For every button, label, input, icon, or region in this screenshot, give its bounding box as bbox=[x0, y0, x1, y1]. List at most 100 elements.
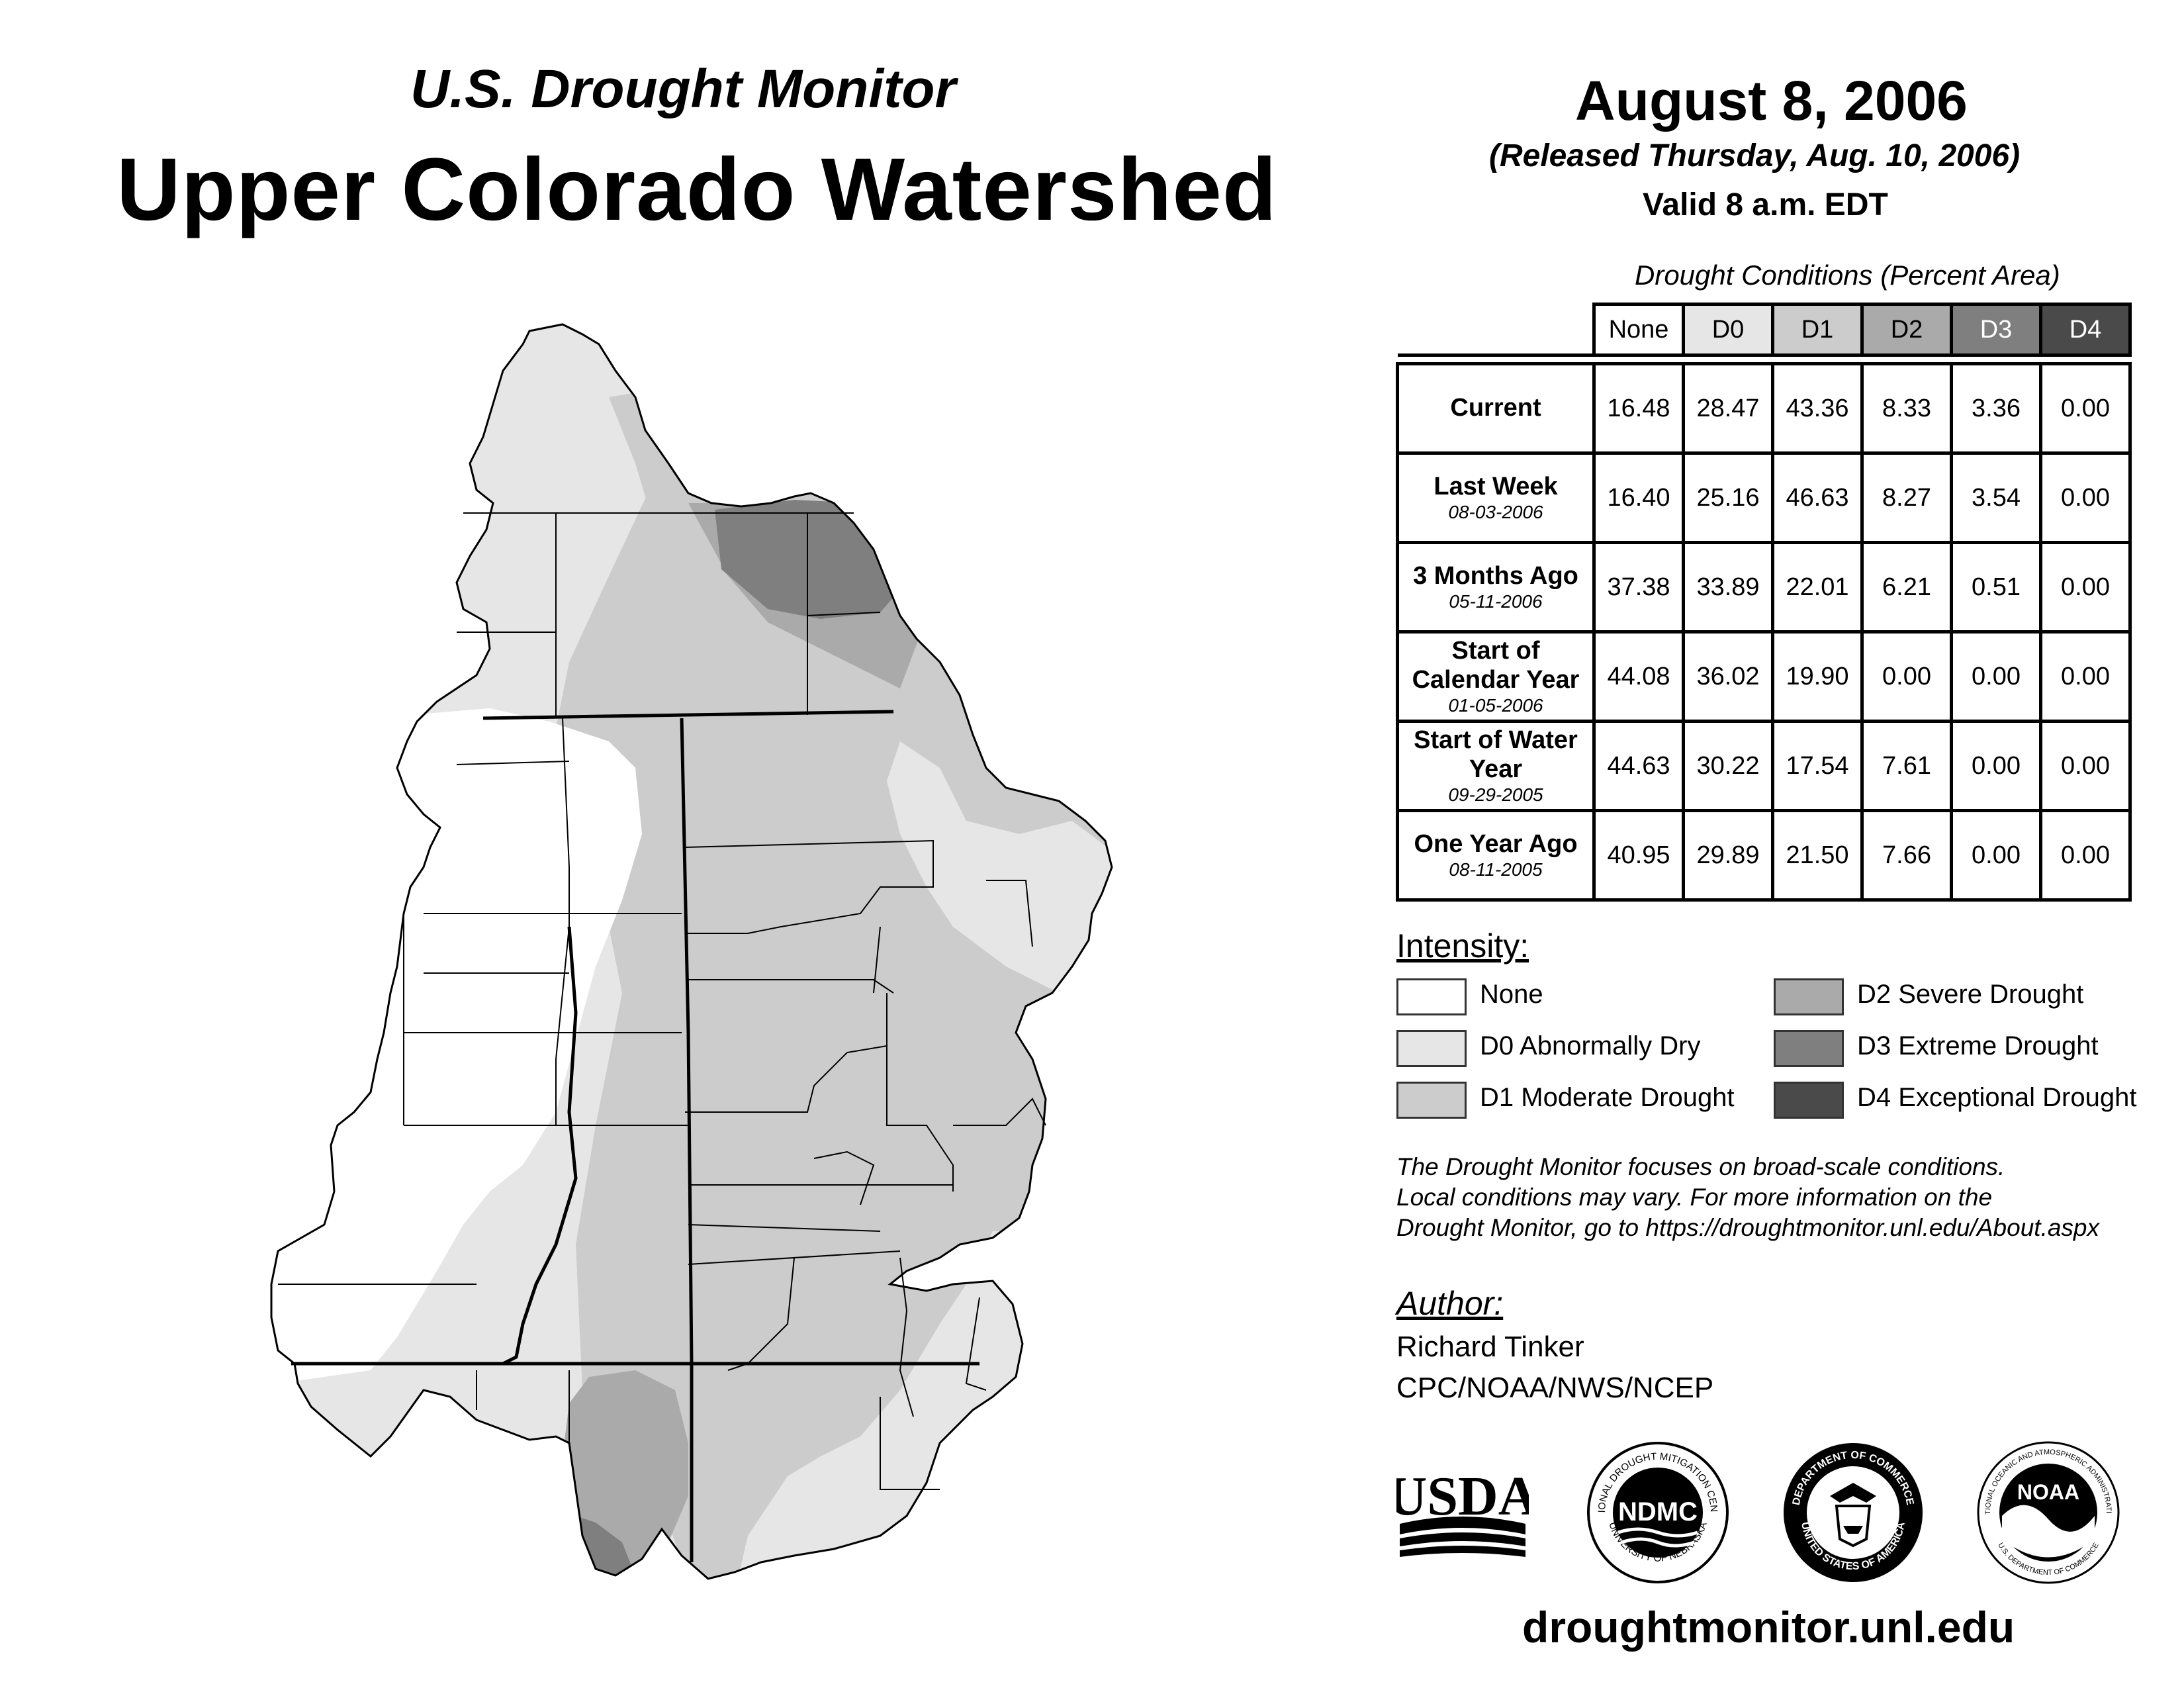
table-cell: 3.54 bbox=[1950, 451, 2042, 544]
ndmc-logo: NATIONAL DROUGHT MITIGATION CENTER UNIVE… bbox=[1585, 1440, 1729, 1583]
table-cell: 0.00 bbox=[2039, 451, 2132, 544]
legend-label: D0 Abnormally Dry bbox=[1480, 1031, 1701, 1060]
d2-area-southwest bbox=[563, 1370, 688, 1579]
table-cell: 8.27 bbox=[1860, 451, 1953, 544]
table-cell: 0.00 bbox=[2039, 541, 2132, 633]
ndmc-logo-text: NDMC bbox=[1618, 1497, 1698, 1526]
legend-label: D2 Severe Drought bbox=[1857, 980, 2084, 1009]
column-header: D2 bbox=[1860, 303, 1953, 357]
table-row: Last Week 08-03-2006 16.40 25.16 46.63 8.27 3.… bbox=[1396, 451, 2132, 544]
row-date: 08-11-2005 bbox=[1449, 859, 1543, 880]
table-corner bbox=[1397, 304, 1596, 357]
table-cell: 0.51 bbox=[1950, 541, 2042, 633]
legend-swatch bbox=[1396, 978, 1467, 1015]
table-cell: 30.22 bbox=[1682, 720, 1774, 812]
table-cell: 36.02 bbox=[1682, 630, 1774, 723]
legend-swatch bbox=[1774, 1030, 1844, 1067]
column-header: None bbox=[1592, 303, 1685, 357]
table-cell: 0.00 bbox=[1950, 630, 2042, 723]
row-label-text: 3 Months Ago bbox=[1413, 562, 1578, 590]
table-cell: 7.61 bbox=[1860, 720, 1953, 812]
table-cell: 17.54 bbox=[1771, 720, 1864, 812]
table-cell: 44.63 bbox=[1592, 720, 1685, 812]
release-date: (Released Thursday, Aug. 10, 2006) bbox=[1489, 138, 2021, 173]
legend-swatch bbox=[1396, 1030, 1467, 1067]
table-caption: Drought Conditions (Percent Area) bbox=[1635, 259, 2060, 291]
website-url[interactable]: droughtmonitor.unl.edu bbox=[1522, 1603, 2015, 1652]
table-cell: 25.16 bbox=[1682, 451, 1774, 544]
row-label-text: Last Week bbox=[1433, 473, 1558, 501]
map-date: August 8, 2006 bbox=[1575, 70, 1968, 132]
table-row: One Year Ago 08-11-2005 40.95 29.89 21.50 7.6… bbox=[1396, 809, 2132, 902]
table-cell: 16.48 bbox=[1592, 362, 1685, 455]
row-label: Current bbox=[1396, 362, 1596, 455]
table-cell: 7.66 bbox=[1860, 809, 1953, 902]
shield-icon bbox=[1835, 1505, 1872, 1548]
row-label-text: Current bbox=[1450, 394, 1541, 422]
author-organization: CPC/NOAA/NWS/NCEP bbox=[1396, 1372, 1714, 1404]
table-cell: 46.63 bbox=[1771, 451, 1864, 544]
eagle-icon bbox=[1830, 1483, 1876, 1503]
row-label: One Year Ago 08-11-2005 bbox=[1396, 809, 1596, 902]
legend-swatch bbox=[1774, 978, 1844, 1015]
noaa-logo-text: NOAA bbox=[2017, 1480, 2079, 1504]
table-cell: 33.89 bbox=[1682, 541, 1774, 633]
table-cell: 6.21 bbox=[1860, 541, 1953, 633]
column-header: D4 bbox=[2039, 303, 2132, 357]
row-date: 05-11-2006 bbox=[1449, 590, 1543, 612]
legend-title: Intensity: bbox=[1396, 927, 1529, 964]
note-line: Local conditions may vary. For more info… bbox=[1396, 1184, 1993, 1211]
legend-swatch bbox=[1774, 1082, 1844, 1119]
row-label-text: One Year Ago bbox=[1414, 830, 1578, 859]
table-cell: 0.00 bbox=[2039, 362, 2132, 455]
table-cell: 0.00 bbox=[2039, 809, 2132, 902]
row-label: 3 Months Ago 05-11-2006 bbox=[1396, 541, 1596, 633]
table-cell: 16.40 bbox=[1592, 451, 1685, 544]
table-header-row: None D0 D1 D2 D3 D4 bbox=[1397, 303, 2132, 357]
commerce-logo: DEPARTMENT OF COMMERCE UNITED STATES OF … bbox=[1784, 1443, 1923, 1582]
table-cell: 3.36 bbox=[1950, 362, 2042, 455]
note-line: The Drought Monitor focuses on broad-sca… bbox=[1396, 1153, 2005, 1180]
disclaimer-note: The Drought Monitor focuses on broad-sca… bbox=[1396, 1152, 2099, 1243]
table-cell: 21.50 bbox=[1771, 809, 1864, 902]
table-cell: 28.47 bbox=[1682, 362, 1774, 455]
table-cell: 0.00 bbox=[2039, 720, 2132, 812]
noaa-logo: NATIONAL OCEANIC AND ATMOSPHERIC ADMINIS… bbox=[1976, 1440, 2120, 1584]
d0-area-east bbox=[887, 741, 1112, 993]
row-date: 09-29-2005 bbox=[1448, 784, 1543, 805]
column-header: D0 bbox=[1682, 303, 1774, 357]
row-date: 01-05-2006 bbox=[1448, 694, 1543, 716]
legend-label: D3 Extreme Drought bbox=[1857, 1031, 2099, 1060]
table-cell: 40.95 bbox=[1592, 809, 1685, 902]
row-label: Last Week 08-03-2006 bbox=[1396, 451, 1596, 544]
row-label: Start of Calendar Year 01-05-2006 bbox=[1396, 630, 1596, 723]
author-name: Richard Tinker bbox=[1396, 1331, 1584, 1363]
table-cell: 8.33 bbox=[1860, 362, 1953, 455]
table-cell: 19.90 bbox=[1771, 630, 1864, 723]
legend-label: D4 Exceptional Drought bbox=[1857, 1083, 2137, 1112]
table-row: Start of Calendar Year 01-05-2006 44.08 36.… bbox=[1396, 630, 2132, 723]
table-row: Current 16.48 28.47 43.36 8.33 3.36 0.00 bbox=[1396, 362, 2132, 455]
map-subtitle: U.S. Drought Monitor bbox=[410, 59, 956, 119]
row-date: 08-03-2006 bbox=[1448, 501, 1543, 522]
row-label-text: Start of Water Year bbox=[1414, 726, 1578, 783]
table-cell: 43.36 bbox=[1771, 362, 1864, 455]
table-cell: 0.00 bbox=[1950, 720, 2042, 812]
table-row: 3 Months Ago 05-11-2006 37.38 33.89 22.01 6.2… bbox=[1396, 541, 2132, 633]
usda-logo: USDA bbox=[1396, 1466, 1529, 1557]
drought-conditions-table: None D0 D1 D2 D3 D4 Current 16.48 28.47 43.… bbox=[1396, 303, 2132, 902]
table-cell: 37.38 bbox=[1592, 541, 1685, 633]
table-cell: 44.08 bbox=[1592, 630, 1685, 723]
legend-swatch bbox=[1396, 1082, 1467, 1119]
column-header: D3 bbox=[1950, 303, 2042, 357]
county-boundaries bbox=[278, 512, 1046, 1490]
bird-icon bbox=[2002, 1505, 2095, 1558]
table-cell: 22.01 bbox=[1771, 541, 1864, 633]
table-cell: 29.89 bbox=[1682, 809, 1774, 902]
column-header: D1 bbox=[1771, 303, 1864, 357]
valid-time: Valid 8 a.m. EDT bbox=[1643, 187, 1888, 222]
state-boundaries bbox=[291, 710, 979, 1562]
author-heading: Author: bbox=[1396, 1285, 1504, 1322]
table-cell: 0.00 bbox=[2039, 630, 2132, 723]
legend-label: None bbox=[1480, 980, 1543, 1009]
